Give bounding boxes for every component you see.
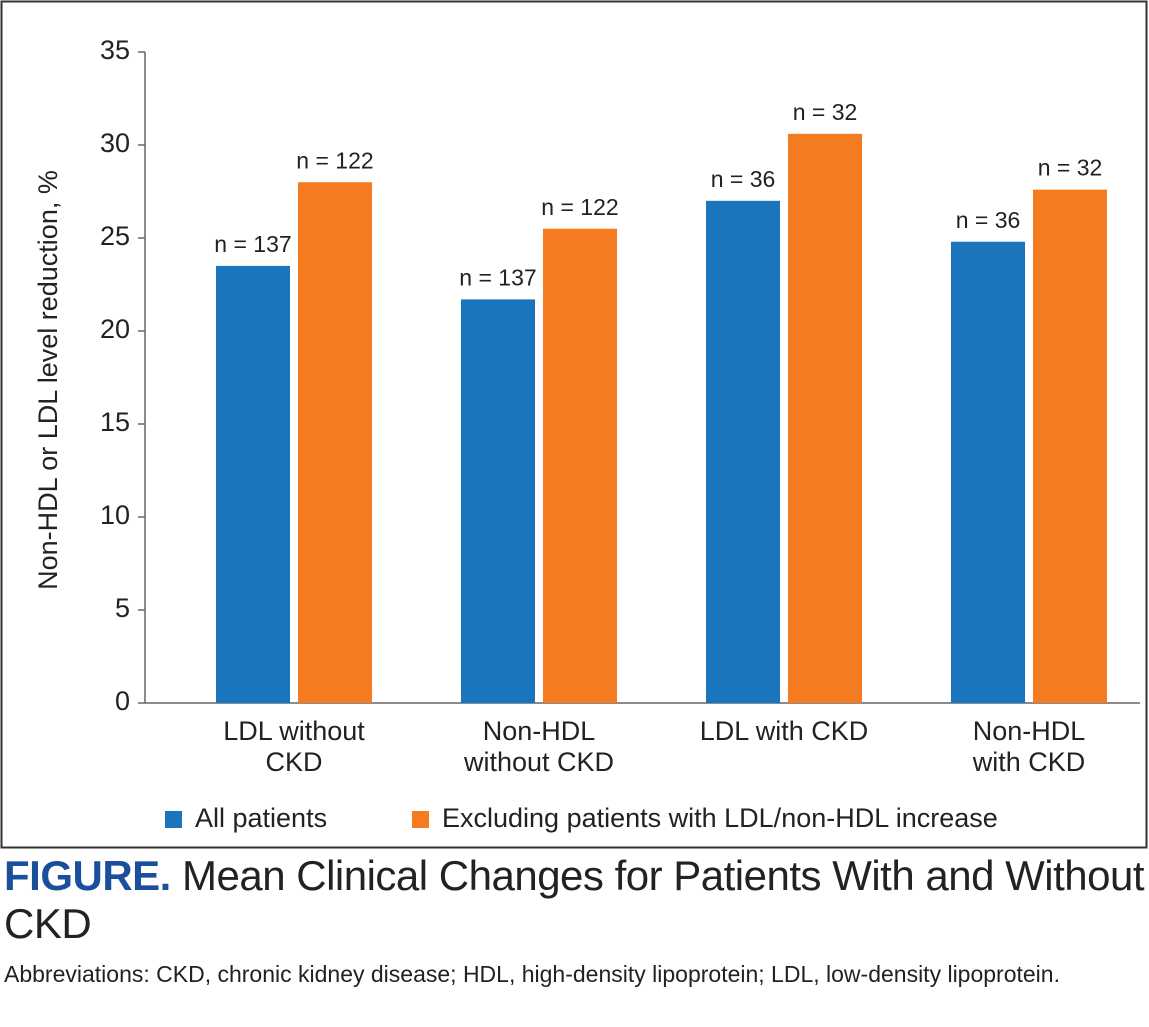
bar-label: n = 137 (459, 264, 536, 290)
bar (543, 228, 617, 703)
x-tick-label: LDL with CKD (700, 716, 869, 746)
legend-swatch (412, 811, 429, 828)
bar-label: n = 36 (956, 207, 1021, 233)
legend-label: All patients (195, 803, 327, 833)
caption-label: FIGURE. (4, 852, 171, 899)
bar (461, 299, 535, 703)
legend-label: Excluding patients with LDL/non-HDL incr… (442, 803, 998, 833)
bar (706, 200, 780, 704)
bar (1033, 189, 1107, 703)
legend-swatch (165, 811, 182, 828)
caption-note: Abbreviations: CKD, chronic kidney disea… (4, 961, 1060, 987)
y-tick-label: 35 (100, 35, 130, 65)
y-tick-label: 20 (100, 314, 130, 344)
caption-title: FIGURE. Mean Clinical Changes for Patien… (4, 852, 1145, 948)
y-tick-label: 30 (100, 128, 130, 158)
chart: Non-HDL or LDL level reduction, % 0 5 10 15… (0, 0, 1148, 849)
bar (951, 241, 1025, 703)
x-tick-label: Non-HDL with CKD (972, 716, 1086, 777)
x-tick-label: LDL without CKD (223, 716, 365, 777)
y-tick-label: 25 (100, 221, 130, 251)
y-tick-label: 5 (115, 593, 130, 623)
bar (788, 133, 862, 704)
bar-label: n = 36 (711, 166, 776, 192)
x-tick-label: Non-HDL without CKD (463, 716, 614, 777)
bar-label: n = 122 (296, 147, 373, 173)
bar (298, 182, 372, 703)
bar-label: n = 137 (214, 231, 291, 257)
bar (216, 265, 290, 703)
y-axis-label: Non-HDL or LDL level reduction, % (33, 170, 63, 590)
y-tick-label: 0 (115, 686, 130, 716)
chart-frame (0, 0, 1148, 849)
caption-text: Mean Clinical Changes for Patients With … (4, 852, 1145, 947)
y-tick-label: 10 (100, 500, 130, 530)
bar-label: n = 32 (1038, 155, 1103, 181)
bar-label: n = 32 (793, 99, 858, 125)
y-tick-label: 15 (100, 407, 130, 437)
bar-label: n = 122 (541, 194, 618, 220)
